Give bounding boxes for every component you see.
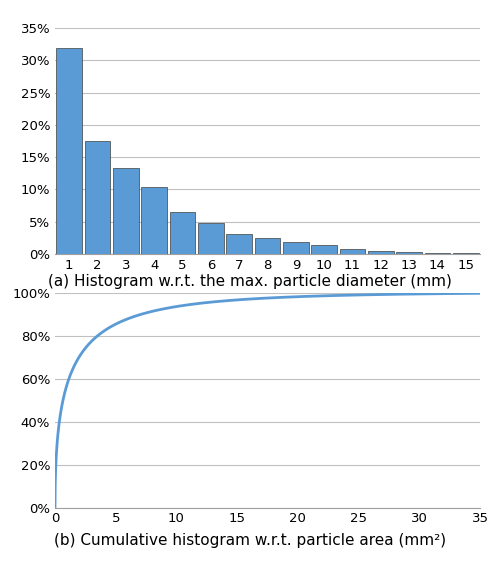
Bar (170, 212, 195, 254)
Bar (226, 234, 252, 254)
Bar (113, 168, 138, 254)
Bar (255, 239, 280, 254)
Bar (56, 47, 82, 254)
Text: (b) Cumulative histogram w.r.t. particle area (mm²): (b) Cumulative histogram w.r.t. particle… (54, 533, 446, 548)
Bar (453, 253, 478, 254)
Bar (312, 245, 337, 254)
Bar (283, 241, 308, 254)
Bar (85, 141, 110, 254)
Bar (396, 252, 422, 254)
Bar (368, 251, 394, 254)
Bar (198, 223, 224, 254)
Text: (a) Histogram w.r.t. the max. particle diameter (mm): (a) Histogram w.r.t. the max. particle d… (48, 274, 452, 289)
Bar (142, 187, 167, 254)
Bar (340, 249, 365, 254)
Bar (425, 253, 450, 254)
